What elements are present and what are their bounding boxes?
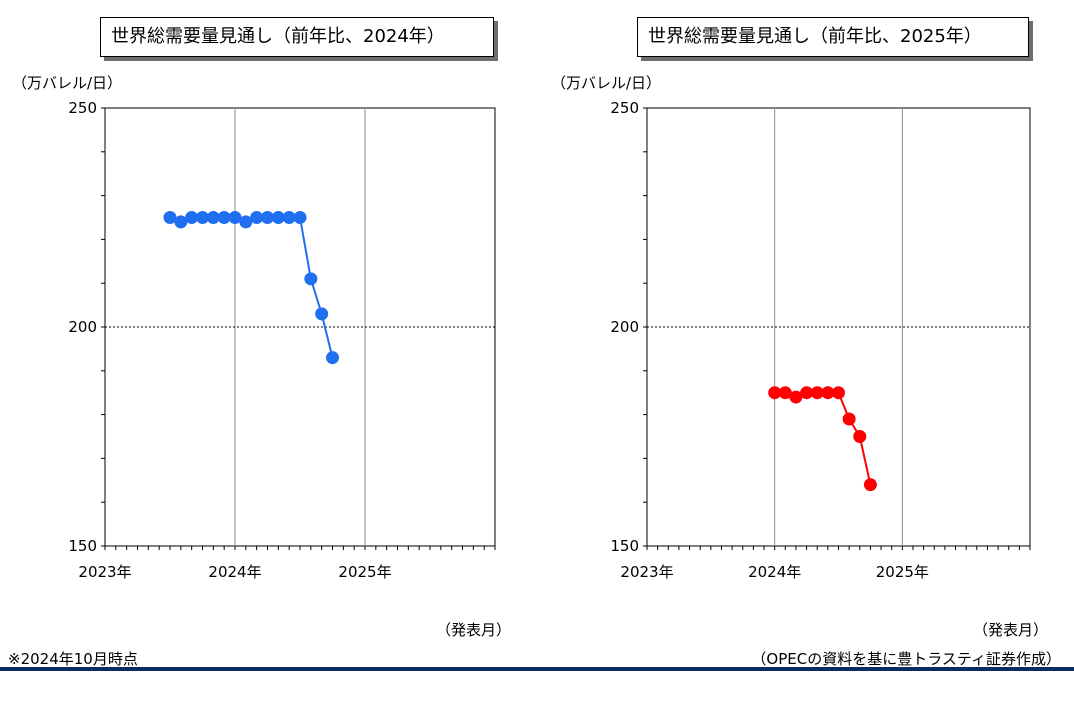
x-tick-label: 2025年: [876, 563, 929, 581]
data-point: [174, 215, 188, 229]
data-point: [293, 211, 307, 224]
y-tick-label: 250: [68, 99, 97, 117]
x-tick-label: 2024年: [748, 563, 801, 581]
x-tick-label: 2023年: [620, 563, 673, 581]
y-axis-unit-label-2025: （万バレル/日）: [551, 74, 662, 92]
x-tick-label: 2024年: [208, 563, 261, 581]
x-tick-label: 2023年: [78, 563, 131, 581]
y-tick-label: 250: [610, 99, 639, 117]
data-point: [842, 412, 856, 426]
source-note: （OPECの資料を基に豊トラスティ証券作成）: [751, 650, 1061, 668]
y-tick-label: 150: [610, 537, 639, 555]
x-axis-caption-2024: （発表月）: [436, 621, 512, 639]
y-tick-label: 150: [68, 537, 97, 555]
plot-area-2025: [646, 107, 1031, 547]
data-point: [853, 430, 867, 443]
x-tick-label: 2025年: [338, 563, 391, 581]
data-point: [832, 386, 845, 400]
data-point: [304, 272, 318, 286]
y-tick-label: 200: [68, 318, 97, 336]
data-point: [163, 211, 177, 224]
y-tick-label: 200: [610, 318, 639, 336]
data-point: [315, 307, 329, 321]
chart-title-2025: 世界総需要量見通し（前年比、2025年）: [637, 17, 1029, 57]
data-point: [228, 211, 242, 224]
chart-title-2024: 世界総需要量見通し（前年比、2024年）: [100, 17, 494, 57]
data-point: [239, 215, 253, 229]
y-axis-unit-label-2024: （万バレル/日）: [12, 74, 123, 92]
x-axis-caption-2025: （発表月）: [973, 621, 1049, 639]
data-point: [326, 351, 339, 365]
bottom-rule: [0, 667, 1074, 671]
footnote: ※2024年10月時点: [8, 650, 138, 668]
data-point: [863, 478, 877, 492]
